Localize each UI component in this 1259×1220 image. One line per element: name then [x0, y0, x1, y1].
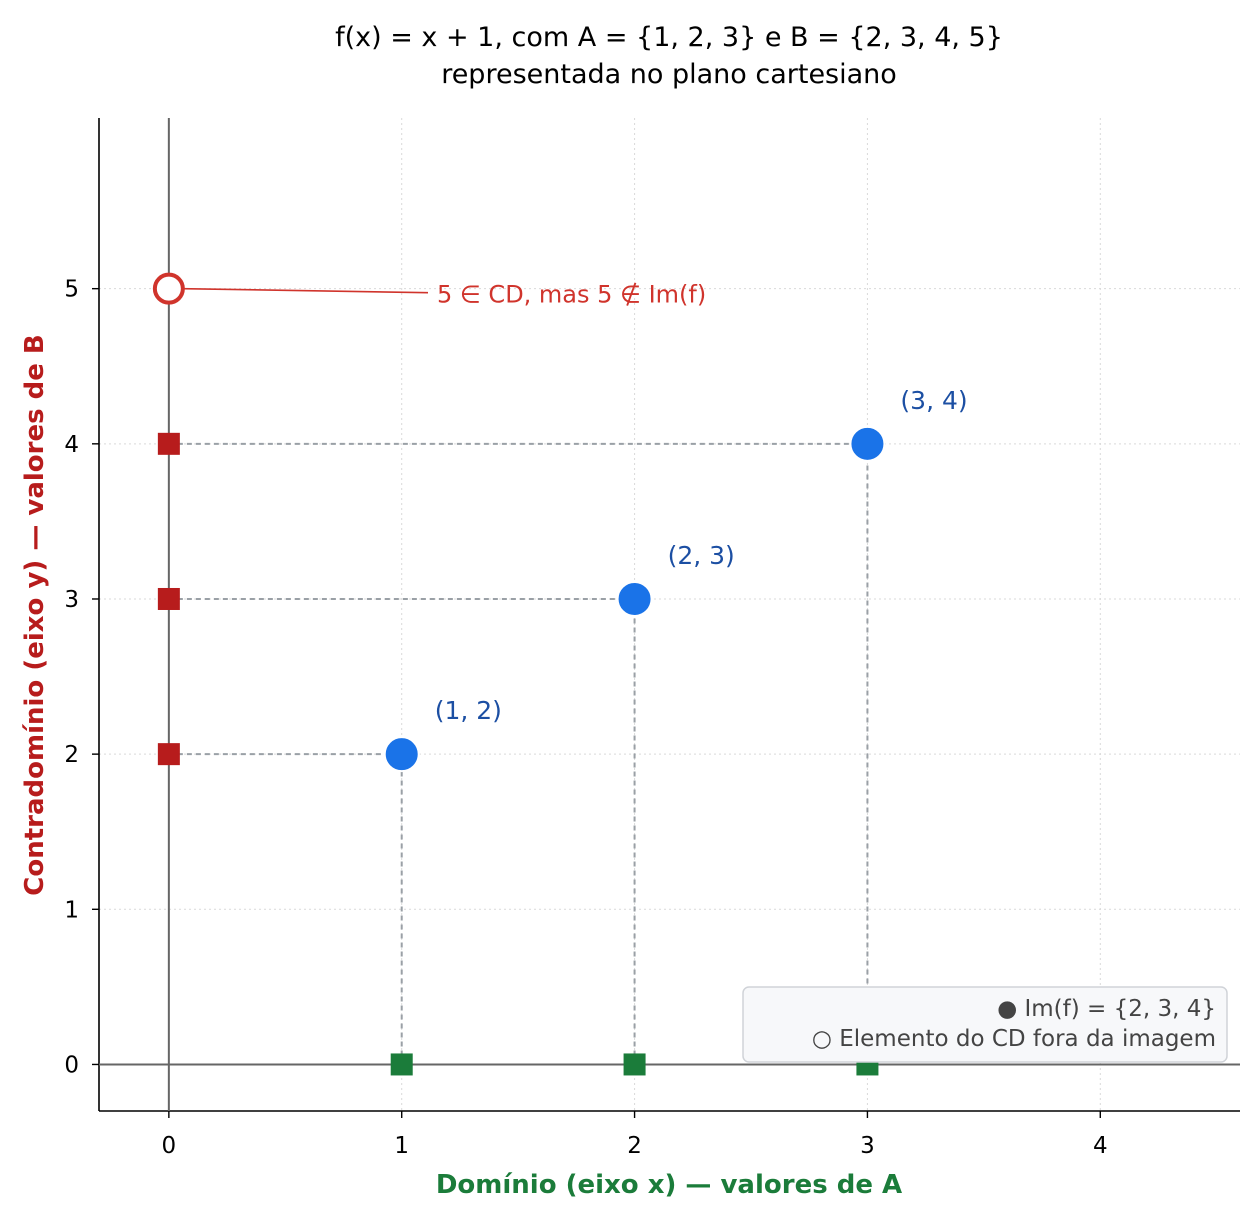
data-point — [616, 580, 653, 617]
data-point-label: (3, 4) — [900, 386, 967, 415]
domain-marker — [390, 1053, 413, 1076]
data-point — [849, 425, 886, 462]
ticks: 0 1 2 3 4 0 1 2 3 4 5 — [64, 277, 1107, 1159]
excluded-point — [152, 272, 185, 305]
x-axis-label: Domínio (eixo x) — valores de A — [436, 1170, 902, 1200]
y-tick-label: 1 — [64, 897, 79, 923]
image-marker — [157, 743, 180, 766]
y-tick-label: 5 — [64, 277, 79, 303]
annotation-text: 5 ∈ CD, mas 5 ∉ Im(f) — [437, 281, 706, 309]
y-axis-label: Contradomínio (eixo y) — valores de B — [20, 334, 50, 895]
chart-title-line-1: f(x) = x + 1, com A = {1, 2, 3} e B = {2… — [335, 22, 1003, 53]
y-tick-label: 2 — [64, 742, 79, 768]
guide-lines — [168, 442, 869, 1065]
legend-entry-excluded: ○ Elemento do CD fora da imagem — [812, 1026, 1216, 1052]
y-tick-label: 0 — [64, 1052, 79, 1078]
domain-marker — [623, 1053, 646, 1076]
x-tick-label: 1 — [394, 1133, 409, 1159]
data-point — [383, 736, 420, 773]
data-point-label: (2, 3) — [668, 541, 735, 570]
data-marks: (1, 2) (2, 3) (3, 4) — [152, 272, 968, 1076]
grid — [99, 118, 1240, 1111]
chart-title-line-2: representada no plano cartesiano — [441, 59, 897, 90]
annotation-arrow — [182, 287, 429, 294]
image-marker — [157, 432, 180, 455]
axes — [98, 118, 1240, 1112]
x-tick-label: 2 — [627, 1133, 642, 1159]
legend-box — [742, 986, 1228, 1063]
y-tick-label: 3 — [64, 587, 79, 613]
legend-entry-image: ● Im(f) = {2, 3, 4} — [997, 996, 1216, 1022]
x-tick-label: 3 — [860, 1133, 875, 1159]
y-tick-label: 4 — [64, 432, 79, 458]
x-tick-label: 4 — [1093, 1133, 1108, 1159]
data-point-label: (1, 2) — [435, 696, 502, 725]
legend: ● Im(f) = {2, 3, 4} ○ Elemento do CD for… — [742, 986, 1228, 1063]
x-tick-label: 0 — [162, 1133, 177, 1159]
image-marker — [157, 587, 180, 610]
